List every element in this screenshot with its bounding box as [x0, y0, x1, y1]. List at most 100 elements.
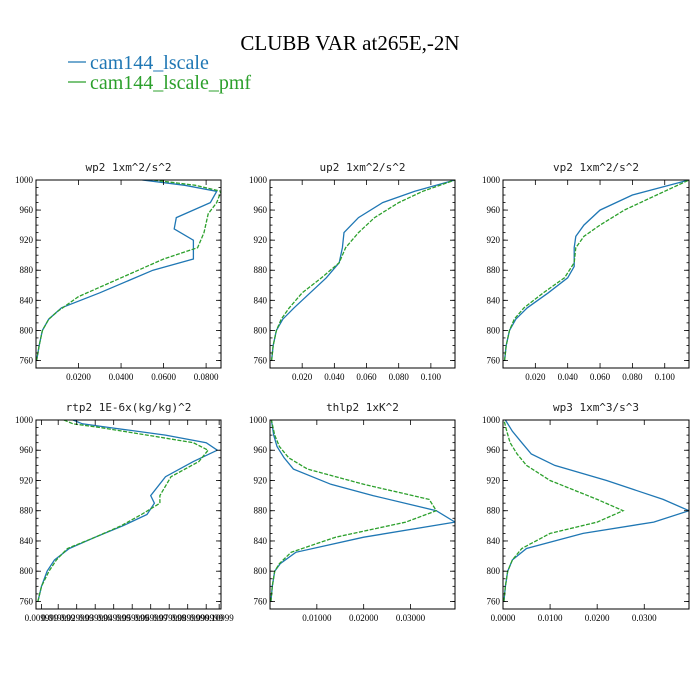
plot-frame [269, 419, 456, 610]
y-tick-label: 800 [487, 566, 501, 576]
y-tick-label: 920 [20, 475, 34, 485]
x-tick-label: 0.080 [622, 372, 643, 382]
series-line-lscale [37, 420, 219, 602]
x-tick-label: 0.099999 [189, 613, 223, 623]
y-tick-label: 840 [487, 295, 501, 305]
y-tick-label: 920 [254, 235, 268, 245]
x-tick-label: 0.0600 [151, 372, 176, 382]
panel-title: up2 1xm^2/s^2 [319, 161, 405, 174]
y-tick-label: 920 [254, 475, 268, 485]
figure-title: CLUBB VAR at265E,-2N [240, 31, 459, 55]
x-tick-label: 0.009999 [25, 613, 59, 623]
plot-frame [502, 179, 690, 369]
y-tick-label: 880 [20, 265, 34, 275]
x-tick-label: 0.059999 [115, 613, 149, 623]
series-line-lscale [503, 420, 689, 602]
y-tick-label: 960 [254, 445, 268, 455]
x-tick-label: 0.029999 [60, 613, 94, 623]
y-tick-label: 880 [254, 506, 268, 516]
panel-6: wp3 1xm^3/s^3 760 800 840 880 920 960 1000 0.000… [482, 401, 690, 623]
y-tick-label: 760 [254, 355, 268, 365]
y-tick-label: 1000 [249, 175, 268, 185]
series-line-lscale [270, 420, 455, 602]
legend-label-lscale: cam144_lscale [90, 52, 209, 74]
y-tick-label: 840 [20, 536, 34, 546]
y-tick-label: 880 [487, 265, 501, 275]
series-line-lscale [503, 180, 689, 361]
x-tick-label: 0.0200 [66, 372, 91, 382]
x-tick-label: 0.060 [356, 372, 377, 382]
x-tick-label: 0.03000 [396, 613, 426, 623]
plot-frame [35, 179, 222, 369]
series-line-lscale-pmf [503, 180, 689, 361]
y-tick-label: 800 [20, 566, 34, 576]
y-tick-label: 1000 [482, 415, 501, 425]
x-tick-label: 0.100 [421, 372, 442, 382]
x-tick-label: 0.020 [292, 372, 313, 382]
y-tick-label: 800 [20, 325, 34, 335]
y-tick-label: 960 [20, 205, 34, 215]
x-tick-label: 0.100 [655, 372, 676, 382]
y-tick-label: 840 [254, 536, 268, 546]
legend: cam144_lscale cam144_lscale_pmf [68, 52, 251, 94]
y-tick-label: 760 [20, 355, 34, 365]
y-tick-label: 1000 [15, 415, 34, 425]
y-tick-label: 800 [254, 566, 268, 576]
x-tick-label: 0.079999 [152, 613, 186, 623]
legend-label-lscale-pmf: cam144_lscale_pmf [90, 72, 251, 94]
x-tick-label: 0.01000 [302, 613, 332, 623]
y-tick-label: 800 [254, 325, 268, 335]
series-line-lscale-pmf [270, 420, 438, 602]
plot-frame [35, 419, 222, 610]
panel-3: vp2 1xm^2/s^2 760 800 840 880 920 960 1000 0.020… [482, 161, 690, 382]
x-tick-label: 0.0200 [585, 613, 610, 623]
series-line-lscale [36, 180, 218, 361]
x-tick-label: 0.060 [590, 372, 611, 382]
y-tick-label: 840 [487, 536, 501, 546]
y-tick-label: 960 [20, 445, 34, 455]
y-tick-label: 960 [487, 205, 501, 215]
y-tick-label: 920 [487, 235, 501, 245]
y-tick-label: 920 [487, 475, 501, 485]
panel-title: wp2 1xm^2/s^2 [85, 161, 171, 174]
panels: wp2 1xm^2/s^2 760 800 840 880 920 960 1000 0.020… [15, 161, 690, 623]
x-tick-label: 0.040 [558, 372, 579, 382]
panel-title: rtp2 1E-6x(kg/kg)^2 [66, 401, 192, 414]
panel-title: vp2 1xm^2/s^2 [553, 161, 639, 174]
x-tick-label: 0.0100 [538, 613, 563, 623]
x-tick-label: 0.0800 [194, 372, 219, 382]
series-line-lscale-pmf [36, 180, 221, 361]
x-tick-label: 0.080 [389, 372, 410, 382]
y-tick-label: 1000 [482, 175, 501, 185]
x-tick-label: 0.019999 [41, 613, 75, 623]
panel-title: thlp2 1xK^2 [326, 401, 399, 414]
x-tick-label: 0.10999 [205, 613, 235, 623]
panel-2: up2 1xm^2/s^2 760 800 840 880 920 960 1000 0.020… [249, 161, 456, 382]
x-tick-label: 0.040 [324, 372, 345, 382]
y-tick-label: 880 [487, 506, 501, 516]
plot-frame [269, 179, 456, 369]
y-tick-label: 760 [20, 596, 34, 606]
y-tick-label: 800 [487, 325, 501, 335]
series-line-lscale-pmf [270, 180, 455, 361]
series-line-lscale-pmf [503, 420, 625, 602]
x-tick-label: 0.0000 [491, 613, 516, 623]
x-tick-label: 0.089999 [171, 613, 205, 623]
y-tick-label: 960 [254, 205, 268, 215]
y-tick-label: 880 [254, 265, 268, 275]
y-tick-label: 960 [487, 445, 501, 455]
x-tick-label: 0.020 [525, 372, 546, 382]
panel-1: wp2 1xm^2/s^2 760 800 840 880 920 960 1000 0.020… [15, 161, 222, 382]
y-tick-label: 920 [20, 235, 34, 245]
y-tick-label: 760 [254, 596, 268, 606]
x-tick-label: 0.049999 [97, 613, 131, 623]
x-tick-label: 0.069999 [134, 613, 168, 623]
panel-4: rtp2 1E-6x(kg/kg)^2 760 800 840 880 920 960 100… [15, 401, 234, 623]
panel-title: wp3 1xm^3/s^3 [553, 401, 639, 414]
y-tick-label: 760 [487, 596, 501, 606]
y-tick-label: 840 [254, 295, 268, 305]
x-tick-label: 0.0300 [632, 613, 657, 623]
x-tick-label: 0.0400 [109, 372, 134, 382]
y-tick-label: 1000 [249, 415, 268, 425]
